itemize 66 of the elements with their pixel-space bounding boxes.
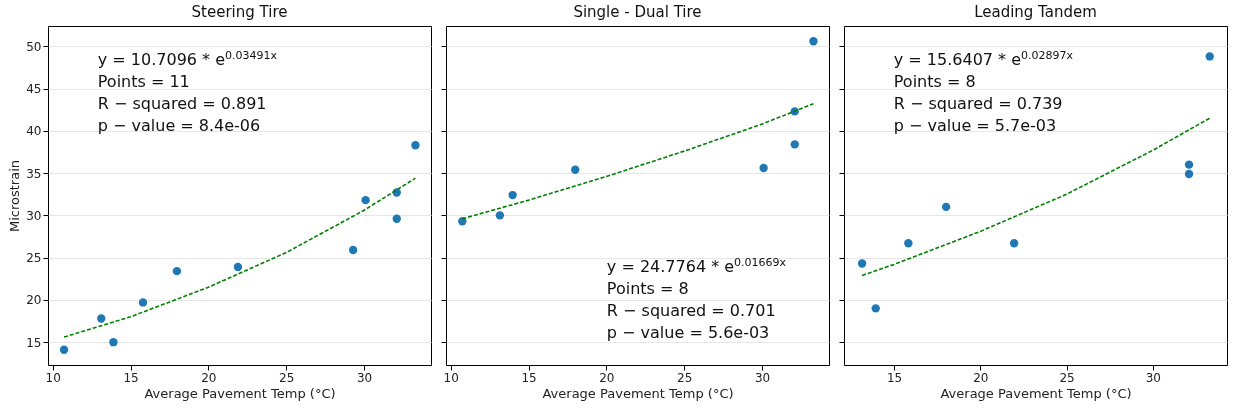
y-tick-label: 35	[26, 166, 42, 181]
point	[871, 304, 880, 313]
point	[97, 314, 106, 323]
x-tick-label: 25	[1059, 370, 1075, 385]
point	[172, 266, 182, 276]
point	[809, 37, 818, 46]
point	[138, 298, 148, 307]
y-tick-label: 15	[26, 335, 42, 350]
annotation: Points = 8	[893, 71, 976, 91]
y-tick-label: 50	[26, 39, 42, 54]
chart-title: Steering Tire	[191, 3, 288, 21]
chart-title: Leading Tandem	[974, 3, 1097, 21]
x-tick-label: 15	[123, 370, 139, 385]
x-tick-label: 25	[279, 370, 295, 385]
point	[571, 165, 580, 174]
x-tick-label: 30	[356, 370, 373, 385]
point	[759, 163, 768, 173]
x-tick-label: 30	[754, 370, 771, 385]
x-tick-label: 15	[886, 370, 903, 385]
point	[1205, 52, 1214, 61]
annotation: p − value = 5.7e-03	[893, 115, 1057, 135]
x-tick-label: 15	[521, 370, 537, 385]
x-tick-label: 10	[45, 370, 61, 385]
point	[904, 239, 913, 248]
point	[857, 259, 867, 268]
line-series	[63, 177, 417, 338]
point	[1009, 239, 1019, 248]
point	[109, 338, 118, 347]
point	[348, 245, 358, 255]
chart-title: Single - Dual Tire	[573, 3, 702, 21]
point	[233, 262, 243, 272]
point	[1184, 169, 1194, 179]
y-tick-label: 20	[26, 293, 42, 308]
annotation: R − squared = 0.701	[606, 300, 776, 320]
y-tick-label: 30	[26, 208, 42, 223]
point	[941, 202, 951, 212]
x-tick-label: 20	[599, 370, 615, 385]
point	[508, 190, 517, 200]
y-axis-title: Microstrain	[7, 159, 23, 233]
point	[361, 195, 370, 205]
point	[790, 140, 799, 149]
x-axis-title: Average Pavement Temp (°C)	[542, 385, 734, 401]
annotation: R − squared = 0.891	[97, 93, 267, 113]
y-tick-label: 40	[26, 124, 42, 139]
x-axis-title: Average Pavement Temp (°C)	[940, 385, 1132, 401]
y-tick-label: 25	[26, 251, 42, 266]
x-tick-label: 10	[443, 370, 459, 385]
y-tick-label: 45	[26, 82, 42, 97]
annotation: p − value = 5.6e-03	[606, 322, 770, 342]
point	[392, 214, 401, 223]
annotation: y = 24.7764 * e$^{0.01669x}$	[606, 255, 787, 276]
point	[495, 211, 505, 220]
point	[59, 345, 69, 354]
annotation: y = 10.7096 * e$^{0.03491x}$	[97, 48, 278, 69]
x-axis-title: Average Pavement Temp (°C)	[144, 385, 336, 401]
point	[1184, 160, 1194, 169]
x-tick-label: 20	[973, 370, 989, 385]
annotation: Points = 8	[606, 278, 689, 298]
annotation: p − value = 8.4e-06	[97, 115, 261, 135]
annotation: y = 15.6407 * e$^{0.02897x}$	[893, 48, 1074, 69]
annotation: Points = 11	[97, 71, 190, 91]
point	[411, 141, 420, 150]
x-tick-label: 25	[677, 370, 693, 385]
x-tick-label: 20	[201, 370, 217, 385]
annotation: R − squared = 0.739	[893, 93, 1063, 113]
x-tick-label: 30	[1145, 370, 1161, 385]
